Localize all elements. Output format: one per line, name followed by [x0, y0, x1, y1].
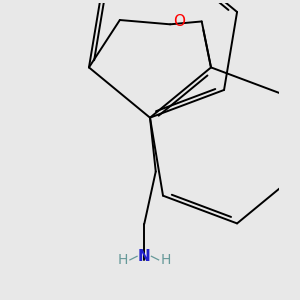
Text: O: O	[173, 14, 185, 29]
Text: H: H	[118, 253, 128, 267]
Text: H: H	[160, 253, 171, 267]
Text: N: N	[138, 249, 151, 264]
